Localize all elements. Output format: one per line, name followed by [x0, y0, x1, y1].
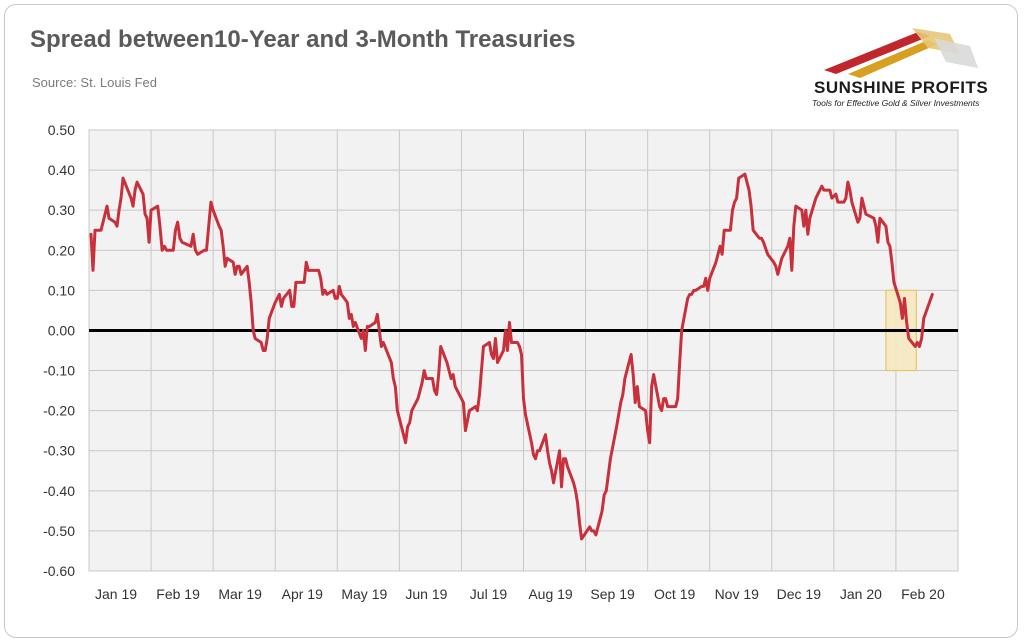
- y-tick-label: -0.30: [43, 443, 75, 459]
- x-tick-label: Feb 20: [901, 586, 945, 602]
- x-tick-label: Oct 19: [654, 586, 695, 602]
- y-tick-label: 0.50: [48, 122, 75, 138]
- y-tick-label: -0.10: [43, 363, 75, 379]
- spread-series-line: [89, 172, 934, 541]
- logo-name: SUNSHINE PROFITS: [814, 78, 989, 97]
- x-tick-label: Sep 19: [590, 586, 635, 602]
- y-tick-label: 0.30: [48, 202, 75, 218]
- chart-title: Spread between10-Year and 3-Month Treasu…: [30, 26, 576, 53]
- x-tick-label: Nov 19: [715, 586, 760, 602]
- sunshine-profits-logo: SUNSHINE PROFITS Tools for Effective Gol…: [800, 24, 1015, 114]
- source-note: Source: St. Louis Fed: [32, 75, 158, 90]
- x-tick-label: Feb 19: [156, 586, 200, 602]
- logo-tagline: Tools for Effective Gold & Silver Invest…: [812, 98, 980, 108]
- y-tick-label: 0.20: [48, 242, 75, 258]
- y-tick-label: -0.60: [43, 563, 75, 579]
- x-tick-label: Mar 19: [218, 586, 262, 602]
- y-tick-label: -0.40: [43, 483, 75, 499]
- x-tick-label: May 19: [341, 586, 387, 602]
- x-tick-label: Jun 19: [405, 586, 447, 602]
- vertical-gridlines: [150, 130, 897, 571]
- x-tick-label: Jul 19: [470, 586, 508, 602]
- x-tick-label: Apr 19: [282, 586, 323, 602]
- logo-mark-icon: [824, 28, 978, 78]
- x-tick-label: Dec 19: [777, 586, 822, 602]
- y-tick-label: 0.10: [48, 282, 75, 298]
- y-tick-label: -0.50: [43, 523, 75, 539]
- y-tick-label: -0.20: [43, 403, 75, 419]
- x-axis-tick-labels: Jan 19 Feb 19 Mar 19 Apr 19 May 19 Jun 19 Jul …: [95, 586, 945, 602]
- y-axis-tick-labels: 0.50 0.40 0.30 0.20 0.10 0.00 -0.10 -0.20 -0.30 -…: [43, 122, 75, 579]
- x-tick-label: Jan 19: [95, 586, 137, 602]
- x-tick-label: Jan 20: [840, 586, 882, 602]
- x-tick-label: Aug 19: [528, 586, 573, 602]
- y-tick-label: 0.40: [48, 162, 75, 178]
- y-tick-label: 0.00: [48, 322, 75, 338]
